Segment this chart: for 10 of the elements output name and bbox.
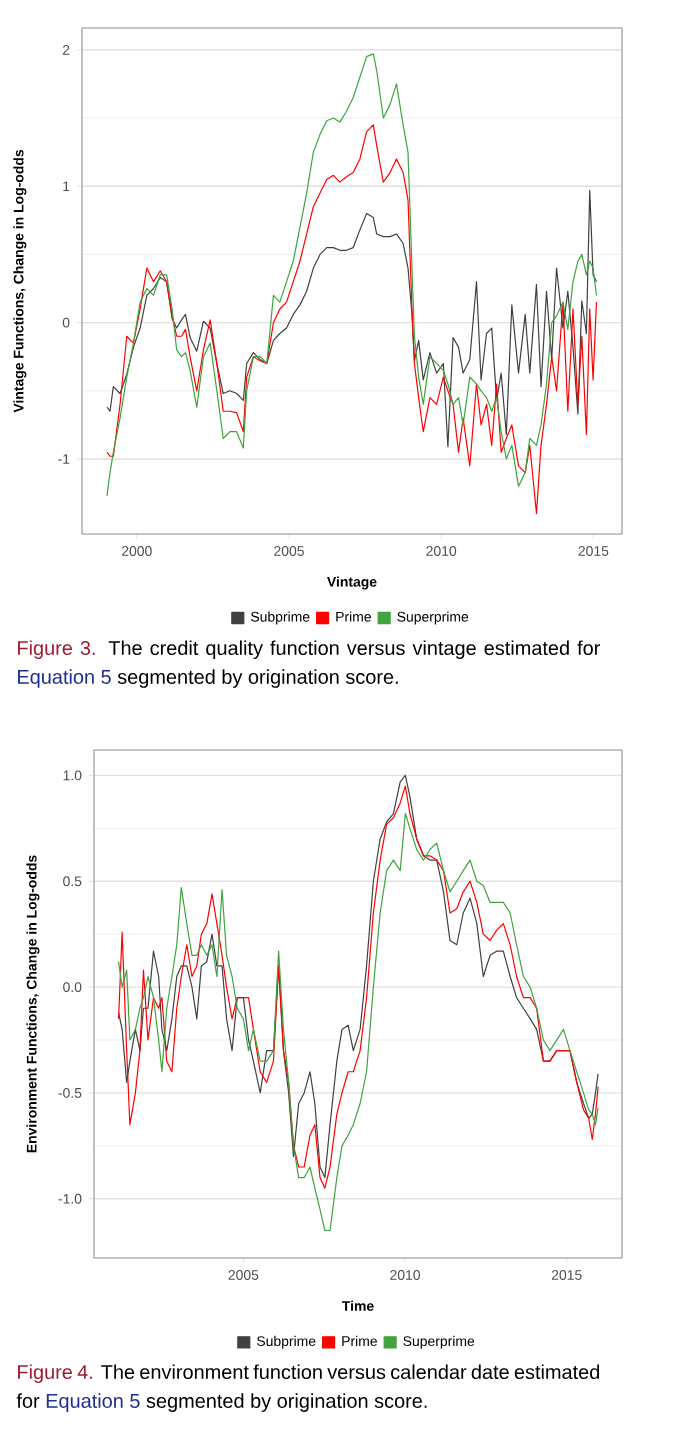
text: Equation 5 (46, 1393, 140, 1412)
text: segmented by origination score. (117, 669, 398, 688)
line-series (106, 189, 598, 448)
text: segmented by origination score. (146, 1393, 427, 1412)
text: The credit quality function versus vintage estimated for (108, 640, 601, 659)
text: Equation 5 (18, 669, 111, 688)
caption: Figure 3. (18, 640, 95, 659)
text: The environment function versus calendar date estimated (101, 1364, 600, 1380)
caption: Figure 4. (18, 1364, 92, 1383)
text: for (16, 1393, 40, 1408)
